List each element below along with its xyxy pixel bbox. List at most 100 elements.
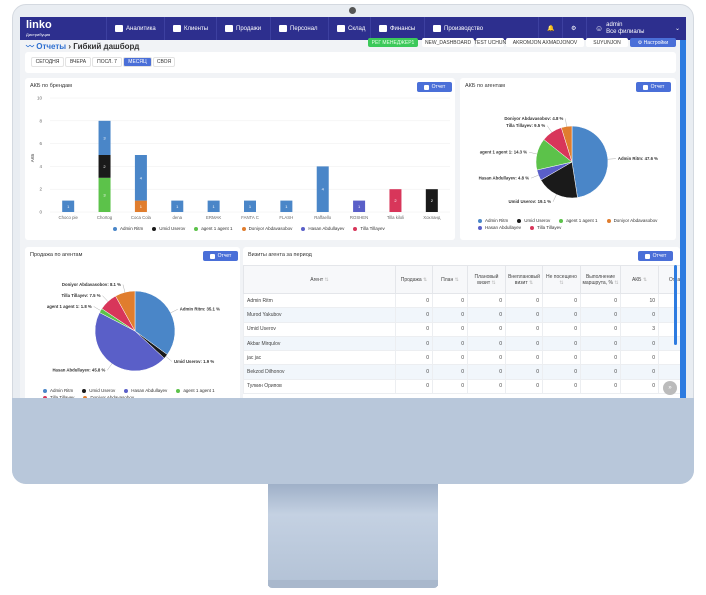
date-filter-button[interactable]: ПОСЛ. 7 (92, 57, 122, 67)
column-header[interactable]: АКБ ⇅ (620, 265, 659, 294)
legend-dot-icon (83, 395, 88, 398)
nav-item[interactable]: Склад (328, 17, 370, 40)
nav-item[interactable]: Продажи (216, 17, 270, 40)
chevron-down-icon: ⌄ (674, 26, 680, 32)
bell-icon[interactable]: 🔔 (538, 17, 562, 40)
legend-item[interactable]: Admin Ritm (478, 218, 508, 223)
pie-slice[interactable] (571, 125, 609, 198)
report-button[interactable]: Отчет (638, 251, 673, 261)
bar-segment[interactable] (98, 155, 111, 178)
dashboard-preset-button[interactable]: TEST UCHUN (473, 38, 507, 47)
table-cell: 0 (505, 335, 543, 352)
column-header[interactable]: План ⇅ (432, 265, 468, 294)
column-header[interactable]: Плановый визит ⇅ (467, 265, 506, 294)
legend-item[interactable]: Tilla Tillayev (43, 395, 74, 398)
bar-segment[interactable] (98, 120, 111, 155)
scroll-more-button[interactable]: » (663, 381, 677, 395)
bar-segment[interactable] (244, 200, 256, 212)
legend-item[interactable]: Umid Userov (82, 388, 115, 393)
bar-segment[interactable] (62, 200, 75, 212)
column-header[interactable]: Продажа ⇅ (395, 265, 433, 294)
x-tick-label: Raffaello (314, 215, 331, 220)
legend-item[interactable]: Hasan Abdullayev (124, 388, 167, 393)
dashboard-preset-button[interactable]: AKROMJON AXMADJONOV (506, 38, 584, 47)
sort-icon: ⇅ (559, 279, 564, 286)
table-row[interactable]: Bekzod Dilhonov 0 0 0 0 0 0 0 (243, 364, 680, 380)
bar-segment[interactable] (98, 177, 111, 212)
bar-segment[interactable] (353, 200, 366, 212)
bar-segment[interactable] (171, 200, 184, 212)
bar-segment[interactable] (207, 200, 220, 212)
user-menu[interactable]: ☺ admin Все филиалы ⌄ (586, 17, 686, 40)
table-row[interactable]: jac jac 0 0 0 0 0 0 0 (243, 350, 680, 366)
report-button[interactable]: Отчет (636, 82, 671, 92)
table-cell: Akbar Mirqulov (243, 335, 396, 352)
column-header[interactable]: Выполнение маршрута, % ⇅ (580, 265, 621, 294)
camera (349, 7, 356, 14)
settings-button[interactable]: ⚙ Настройки (630, 38, 676, 47)
dashboard-preset-button[interactable]: РЕГ МЕНЕДЖЕР1 (368, 38, 418, 47)
legend-item[interactable]: Umid Userov (517, 218, 550, 223)
pie-slice[interactable] (540, 161, 578, 199)
nav-item[interactable]: Персонал (270, 17, 328, 40)
legend-item[interactable]: Doniyor Abdavasobov (83, 395, 134, 398)
nav-item[interactable]: Финансы (370, 17, 424, 40)
column-header[interactable]: Агент ⇅ (243, 265, 396, 294)
legend-item[interactable]: Doniyor Abdavasobov (241, 226, 292, 231)
legend-dot-icon (176, 388, 181, 393)
nav-item[interactable]: Клиенты (164, 17, 216, 40)
legend-item[interactable]: agent 1 agent 1 (176, 388, 215, 393)
legend-item[interactable]: Doniyor Abdavasobov (606, 218, 657, 223)
bar-segment[interactable] (280, 200, 293, 212)
table-row[interactable]: Тулкин Орипов 0 0 0 0 0 0 0 (243, 378, 680, 395)
report-button[interactable]: Отчет (417, 82, 452, 92)
table-row[interactable]: Akbar Mirqulov 0 0 0 0 0 0 0 (243, 335, 680, 352)
legend-item[interactable]: Hasan Abdullayev (301, 226, 344, 231)
dashboard-preset-button[interactable]: SUYUNJON (586, 38, 628, 47)
dashboard-preset-button[interactable]: NEW_DASHBOARD (422, 38, 474, 47)
legend-item[interactable]: Tilla Tillayev (353, 226, 385, 231)
legend-item[interactable]: agent 1 agent 1 (194, 226, 233, 231)
pie-slice[interactable] (94, 312, 165, 372)
date-filter-button[interactable]: МЕСЯЦ (123, 57, 152, 67)
report-button[interactable]: Отчет (203, 251, 238, 261)
legend-dot-icon (606, 218, 611, 223)
table-title: Визиты агента за период (248, 252, 312, 258)
sales-pie-title: Продажа по агентам (30, 252, 83, 258)
nav-item[interactable]: Производство (424, 17, 538, 40)
gear-icon[interactable]: ⚙ (562, 17, 586, 40)
date-filter-button[interactable]: СЕГОДНЯ (31, 57, 64, 67)
logo-text: linko (26, 19, 52, 31)
pie-slice[interactable] (561, 125, 573, 163)
table-row[interactable]: Murod Yakubov 0 0 0 0 0 0 0 (243, 307, 680, 323)
legend-item[interactable]: Admin Ritm (113, 226, 143, 231)
table-row[interactable]: Umid Userov 0 0 0 0 0 0 3 (243, 321, 680, 337)
legend-item[interactable]: agent 1 agent 1 (559, 218, 598, 223)
date-filter-button[interactable]: СВОЯ (153, 57, 175, 67)
table-scrollbar[interactable] (674, 265, 677, 345)
monitor-chin (12, 398, 694, 484)
breadcrumb-section[interactable]: Отчеты (36, 42, 67, 51)
bar-data-label: 1 (213, 204, 216, 209)
date-filter-button[interactable]: ВЧЕРА (65, 57, 91, 67)
bar-segment[interactable] (134, 155, 147, 201)
legend-item[interactable]: Admin Ritm (43, 388, 73, 393)
bar-segment[interactable] (134, 200, 147, 212)
bar-segment[interactable] (389, 189, 402, 212)
nav-item[interactable]: Аналитика (106, 17, 164, 40)
bar-segment[interactable] (316, 166, 329, 212)
column-header[interactable]: Внеплановый визит ⇅ (505, 265, 543, 294)
bar-segment[interactable] (425, 189, 438, 212)
top-navbar: linko Дистрибуция 🔔 ⚙ ☺ admin Все филиалы… (20, 17, 686, 40)
column-header[interactable]: Не посещено ⇅ (542, 265, 581, 294)
pie-slice[interactable] (134, 290, 176, 355)
legend-item[interactable]: Hasan Abdullayev (478, 225, 521, 230)
table-cell: Bekzod Dilhonov (243, 364, 396, 380)
logo[interactable]: linko Дистрибуция (26, 19, 52, 37)
table-row[interactable]: Admin Ritm 0 0 0 0 0 0 10 (243, 292, 680, 309)
table-cell (658, 350, 680, 366)
legend-item[interactable]: Umid Userov (152, 226, 185, 231)
nav-item-label: Аналитика (126, 25, 156, 32)
page-scrollbar[interactable] (680, 40, 686, 398)
legend-item[interactable]: Tilla Tillayev (530, 225, 561, 230)
